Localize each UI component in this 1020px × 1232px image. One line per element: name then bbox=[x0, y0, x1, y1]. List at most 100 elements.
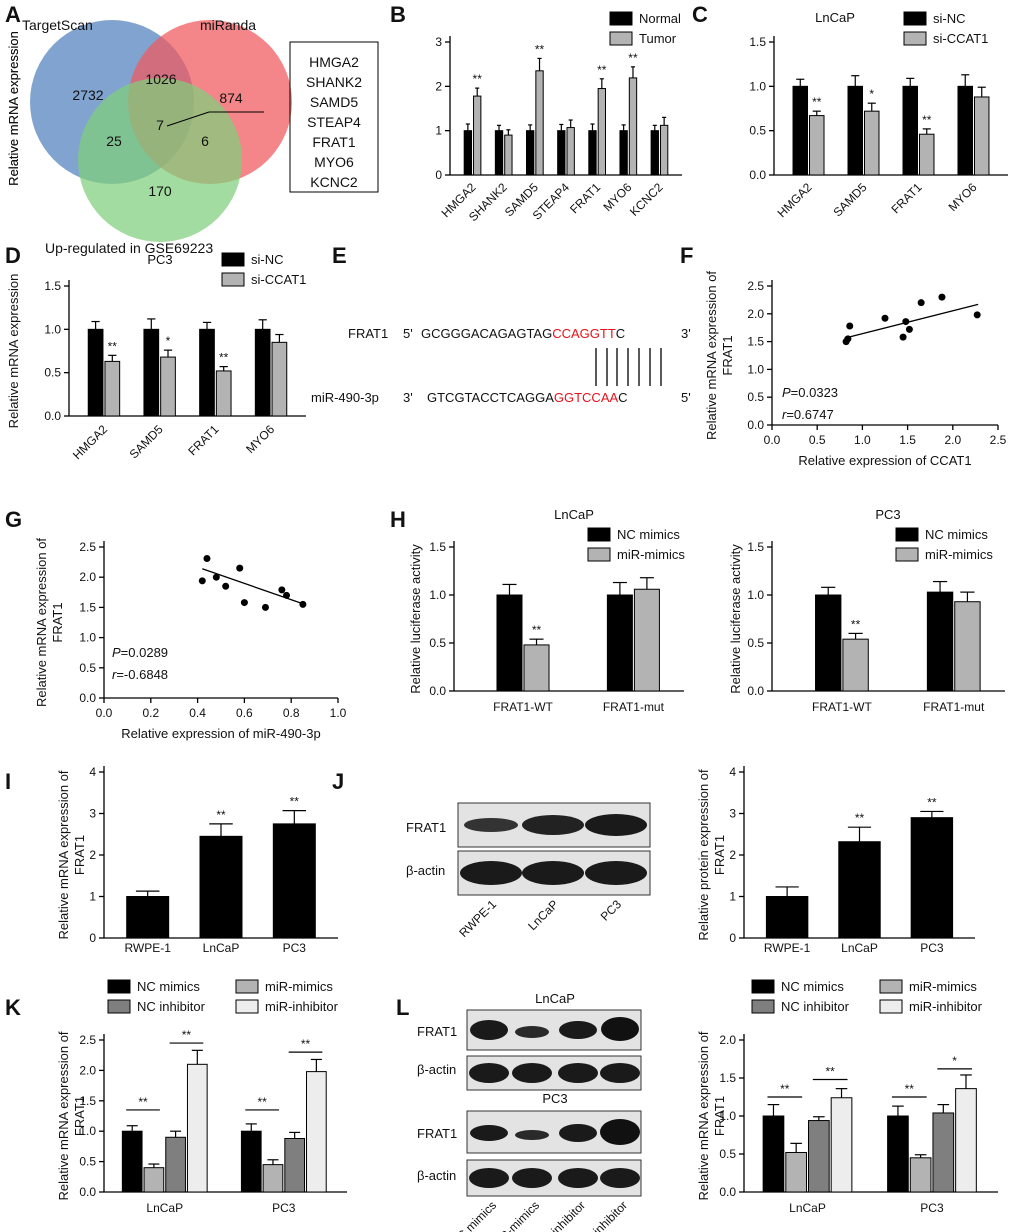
seq-mir-sequence: GTCGTACCTCAGGAGGTCCAAC bbox=[427, 390, 628, 405]
bar bbox=[121, 1130, 143, 1193]
significance-label: ** bbox=[905, 1082, 915, 1096]
scatter-point bbox=[905, 325, 913, 333]
x-tick-label: 0.6 bbox=[236, 706, 253, 720]
panel-label-f: F bbox=[680, 243, 693, 268]
y-axis-title: Relative mRNA expression of bbox=[704, 271, 719, 440]
chart-title: PC3 bbox=[875, 507, 900, 522]
bar bbox=[143, 1167, 165, 1193]
bar bbox=[588, 130, 597, 176]
venn-count-all: 7 bbox=[156, 117, 164, 133]
legend-label: NC mimics bbox=[617, 527, 680, 542]
venn-diagram: TargetScan miRanda Up-regulated in GSE69… bbox=[22, 17, 379, 256]
bar bbox=[284, 1137, 306, 1193]
y-tick-label: 1.5 bbox=[747, 335, 764, 349]
chart-i: 0 1 2 3 4 Relative mRNA expression of FRAT1 RWP… bbox=[56, 765, 338, 955]
legend-swatch bbox=[903, 31, 927, 46]
gene-list-item: SAMD5 bbox=[310, 94, 358, 110]
legend-label: miR-mimics bbox=[925, 547, 993, 562]
significance-label: ** bbox=[290, 795, 300, 809]
chart-g: 0.0 0.5 1.0 1.5 2.0 2.5 0.0 0.2 0.4 0.6 0.8 1.0 Rela… bbox=[34, 538, 347, 741]
significance-label: ** bbox=[532, 623, 542, 637]
bar bbox=[186, 1063, 208, 1193]
bar bbox=[809, 115, 825, 176]
bar bbox=[785, 1151, 808, 1193]
y-tick-label: 2.0 bbox=[747, 307, 764, 321]
panel-label-b: B bbox=[390, 2, 406, 27]
x-category-label: FRAT1-WT bbox=[812, 700, 872, 714]
bar bbox=[633, 588, 660, 692]
gene-list-item: FRAT1 bbox=[312, 134, 356, 150]
significance-label: ** bbox=[597, 63, 607, 77]
venn-circle-gse bbox=[78, 78, 242, 242]
legend-label: NC inhibitor bbox=[137, 999, 206, 1014]
venn-count-gse-only: 170 bbox=[148, 183, 172, 199]
venn-label-miranda: miRanda bbox=[200, 17, 256, 33]
blot-l-pc3-band-actin-1 bbox=[469, 1168, 509, 1188]
bar bbox=[909, 1157, 932, 1193]
legend-swatch bbox=[107, 999, 131, 1014]
y-tick-label: 2.0 bbox=[79, 1063, 96, 1077]
gene-list: HMGA2 SHANK2 SAMD5 STEAP4 FRAT1 MYO6 KCNC2 bbox=[306, 54, 362, 190]
legend-swatch bbox=[895, 547, 919, 562]
legend-swatch bbox=[751, 999, 775, 1014]
bar bbox=[847, 85, 864, 176]
bar bbox=[240, 1130, 262, 1193]
chart-h-lncap: 0.0 0.5 1.0 1.5 Relative luciferase activity… bbox=[408, 507, 685, 714]
bar bbox=[262, 1164, 284, 1193]
scatter-point bbox=[222, 582, 230, 590]
bar bbox=[535, 70, 544, 176]
scatter-point bbox=[846, 322, 854, 330]
y-tick-label: 1.0 bbox=[747, 588, 764, 602]
legend-label: NC inhibitor bbox=[781, 999, 850, 1014]
x-tick-label: 0.0 bbox=[96, 706, 113, 720]
blot-l-lncap-band-actin-2 bbox=[512, 1063, 552, 1083]
legend-label: miR-mimics bbox=[617, 547, 685, 562]
blot-l-pc3-label-actin: β-actin bbox=[417, 1168, 456, 1183]
y-tick-label: 1.5 bbox=[749, 35, 766, 49]
blot-l-lncap-band-actin-1 bbox=[469, 1063, 509, 1083]
scatter-point bbox=[938, 293, 946, 301]
y-tick-label: 0.5 bbox=[747, 390, 764, 404]
blot-j-band-actin-3 bbox=[585, 861, 647, 885]
y-tick-label: 3 bbox=[729, 807, 736, 821]
venn-pointer-line bbox=[166, 111, 210, 127]
sequence-alignment: FRAT1 5' GCGGGACAGAGTAGCCAGGTTC 3' miR-4… bbox=[311, 326, 691, 405]
bar bbox=[650, 130, 659, 176]
significance-label: ** bbox=[257, 1095, 267, 1109]
y-tick-label: 1.0 bbox=[429, 588, 446, 602]
blot-j-band-frat1-3 bbox=[585, 814, 647, 836]
bar bbox=[842, 638, 869, 692]
significance-label: ** bbox=[927, 795, 937, 809]
x-tick-label: 2.5 bbox=[990, 433, 1007, 447]
scatter-point bbox=[973, 311, 981, 319]
bar bbox=[306, 1071, 327, 1193]
x-category-label: PC3 bbox=[920, 941, 944, 955]
legend-swatch bbox=[221, 252, 245, 267]
x-category-label: LnCaP bbox=[203, 941, 240, 955]
scatter-point bbox=[236, 564, 244, 572]
chart-d: 0.0 0.5 1.0 1.5 Relative mRNA expression ** HM… bbox=[6, 252, 306, 462]
legend-swatch bbox=[235, 979, 259, 994]
bar bbox=[597, 88, 607, 176]
bar bbox=[606, 594, 633, 692]
blot-l: LnCaP FRAT1 β-actin PC3 FRAT1 β-actin NC… bbox=[417, 991, 642, 1232]
x-category-label: RWPE-1 bbox=[764, 941, 811, 955]
legend-swatch bbox=[107, 979, 131, 994]
blot-l-pc3-band-actin-2 bbox=[512, 1168, 552, 1188]
gene-list-item: STEAP4 bbox=[307, 114, 361, 130]
bar bbox=[87, 328, 104, 417]
x-category-label: FRAT1 bbox=[888, 180, 924, 216]
blot-l-lncap-band-actin-4 bbox=[600, 1063, 640, 1083]
y-tick-label: 4 bbox=[89, 765, 96, 779]
legend-label: miR-mimics bbox=[909, 979, 977, 994]
y-axis-title: Relative luciferase activity bbox=[408, 544, 423, 694]
y-tick-label: 2 bbox=[435, 79, 442, 93]
y-tick-label: 2 bbox=[729, 848, 736, 862]
blot-l-lncap-band-frat1-2 bbox=[515, 1026, 549, 1038]
bar bbox=[957, 85, 973, 176]
bar bbox=[557, 130, 566, 176]
gene-list-item: MYO6 bbox=[314, 154, 354, 170]
significance-label: ** bbox=[535, 42, 545, 56]
bar bbox=[143, 328, 160, 417]
